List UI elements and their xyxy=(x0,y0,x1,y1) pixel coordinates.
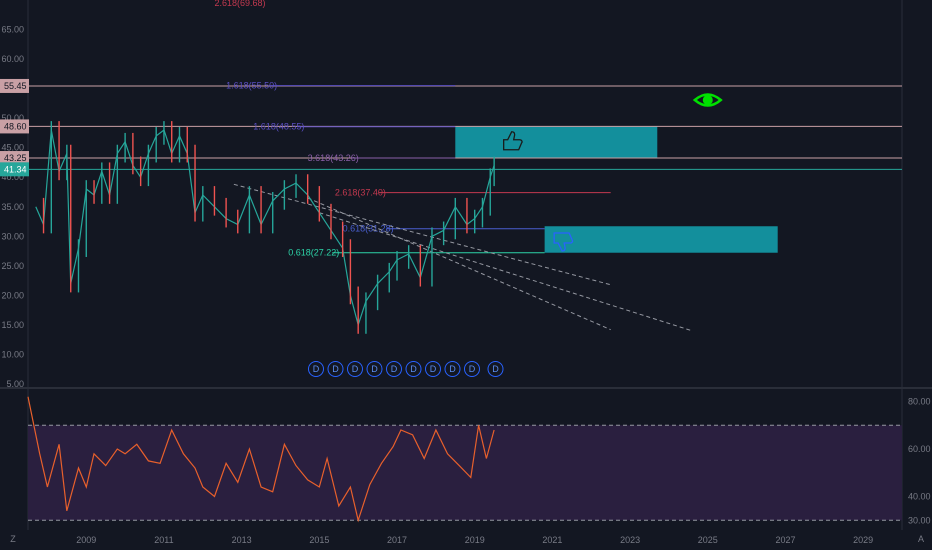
x-tick-label: 2021 xyxy=(542,535,562,545)
price-tag-bg xyxy=(0,119,29,134)
oscillator-tick-label: 60.00 xyxy=(908,444,931,454)
x-tick-label: 2019 xyxy=(465,535,485,545)
dividend-marker[interactable] xyxy=(487,361,504,377)
x-tick-label: 2017 xyxy=(387,535,407,545)
price-tag-bg xyxy=(0,162,29,177)
price-tag-label: 48.60 xyxy=(4,121,27,131)
zoom-toggle-button[interactable]: Z xyxy=(10,534,16,544)
x-tick-label: 2009 xyxy=(76,535,96,545)
price-tag-label: 55.45 xyxy=(4,81,27,91)
dividend-marker[interactable] xyxy=(444,361,461,377)
dividend-marker-label: D xyxy=(391,364,398,374)
y-tick-label: 40.00 xyxy=(1,172,24,182)
price-tag-label: 43.25 xyxy=(4,153,27,163)
fib-level-label: 0.618(31.28) xyxy=(343,224,394,234)
dividend-marker[interactable] xyxy=(327,361,344,377)
oscillator-tick-label: 30.00 xyxy=(908,515,931,525)
eye-icon[interactable] xyxy=(692,93,723,107)
oscillator-band xyxy=(28,425,902,521)
y-tick-label: 60.00 xyxy=(1,54,24,64)
fib-level-label: 3.618(43.26) xyxy=(308,153,359,163)
price-tag-bg xyxy=(0,151,29,166)
fib-level-label: 2.618(37.40) xyxy=(335,188,386,198)
x-tick-label: 2013 xyxy=(232,535,252,545)
y-tick-label: 45.00 xyxy=(1,143,24,153)
target-zone[interactable] xyxy=(544,226,778,253)
dividend-marker-label: D xyxy=(352,364,359,374)
dividend-marker[interactable] xyxy=(425,361,441,377)
thumbs-down-icon xyxy=(553,232,574,252)
y-tick-label: 10.00 xyxy=(1,349,24,359)
y-tick-label: 30.00 xyxy=(1,231,24,241)
x-tick-label: 2011 xyxy=(154,535,173,545)
x-tick-label: 2027 xyxy=(775,535,795,545)
y-tick-label: 20.00 xyxy=(1,290,24,300)
price-tag-bg xyxy=(0,78,29,93)
dividend-marker[interactable] xyxy=(464,361,480,377)
x-tick-label: 2025 xyxy=(698,535,718,545)
oscillator-tick-label: 40.00 xyxy=(908,492,931,502)
dividend-marker-label: D xyxy=(430,364,437,374)
oscillator-tick-label: 80.00 xyxy=(908,397,931,407)
dividend-marker[interactable] xyxy=(386,361,402,377)
target-zone[interactable] xyxy=(455,126,658,158)
x-tick-label: 2023 xyxy=(620,535,640,545)
trendline[interactable] xyxy=(307,197,611,331)
dividend-marker[interactable] xyxy=(405,361,422,377)
dividend-marker-label: D xyxy=(313,364,320,374)
y-tick-label: 50.00 xyxy=(1,113,24,123)
price-series[interactable] xyxy=(35,129,495,328)
auto-scale-button[interactable]: A xyxy=(917,534,924,544)
dividend-marker[interactable] xyxy=(308,361,324,377)
dividend-marker[interactable] xyxy=(347,361,363,377)
x-tick-label: 2029 xyxy=(853,535,873,545)
fib-level-label: 1.618(48.55) xyxy=(253,122,304,132)
y-tick-label: 15.00 xyxy=(1,320,24,330)
x-tick-label: 2015 xyxy=(309,535,329,545)
dividend-marker-label: D xyxy=(492,364,499,374)
fib-level-label: 2.618(69.68) xyxy=(214,0,265,8)
dividend-marker-label: D xyxy=(449,364,456,374)
dividend-marker-label: D xyxy=(469,364,476,374)
price-tag-label: 41.34 xyxy=(4,164,27,174)
oscillator-series[interactable] xyxy=(27,396,495,523)
dividend-marker-label: D xyxy=(371,364,378,374)
fib-level-label: 0.618(27.22) xyxy=(288,248,339,258)
thumbs-up-icon xyxy=(503,131,523,151)
dividend-marker[interactable] xyxy=(366,361,383,377)
dividend-marker-label: D xyxy=(410,364,417,374)
dividend-marker-label: D xyxy=(332,364,339,374)
y-tick-label: 5.00 xyxy=(6,379,24,389)
trendline[interactable] xyxy=(233,183,611,286)
eye-pupil xyxy=(702,95,713,105)
fib-level-label: 1.618(55.50) xyxy=(226,81,277,91)
y-tick-label: 65.00 xyxy=(1,25,24,35)
y-tick-label: 25.00 xyxy=(1,261,24,271)
y-tick-label: 35.00 xyxy=(1,202,24,212)
trendline[interactable] xyxy=(319,212,693,332)
